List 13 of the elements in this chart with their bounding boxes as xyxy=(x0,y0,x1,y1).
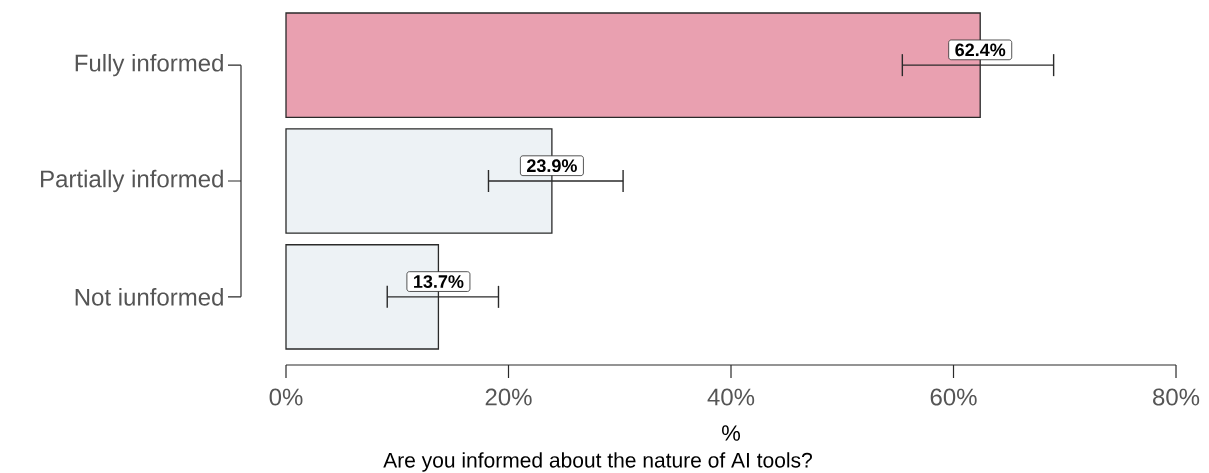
data-label: 13.7% xyxy=(414,275,464,288)
x-tick-label: 40% xyxy=(707,388,755,406)
y-tick-label: Fully informed xyxy=(75,53,223,77)
x-axis-title: % xyxy=(722,425,741,441)
x-tick-label: 80% xyxy=(1153,388,1200,406)
x-tick-label: 0% xyxy=(269,388,303,406)
y-tick-label: Not iunformed xyxy=(75,288,223,306)
x-tick-label: 20% xyxy=(485,388,532,406)
data-label: 23.9% xyxy=(527,159,577,173)
y-tick-label: Partially informed xyxy=(41,169,223,193)
data-label: 62.4% xyxy=(955,43,1006,57)
text: Are you informed about the nature of AI tools? xyxy=(383,452,812,472)
x-tick-label: 60% xyxy=(930,388,977,406)
